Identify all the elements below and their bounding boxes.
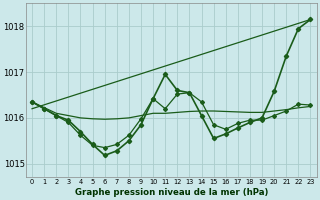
X-axis label: Graphe pression niveau de la mer (hPa): Graphe pression niveau de la mer (hPa): [75, 188, 268, 197]
